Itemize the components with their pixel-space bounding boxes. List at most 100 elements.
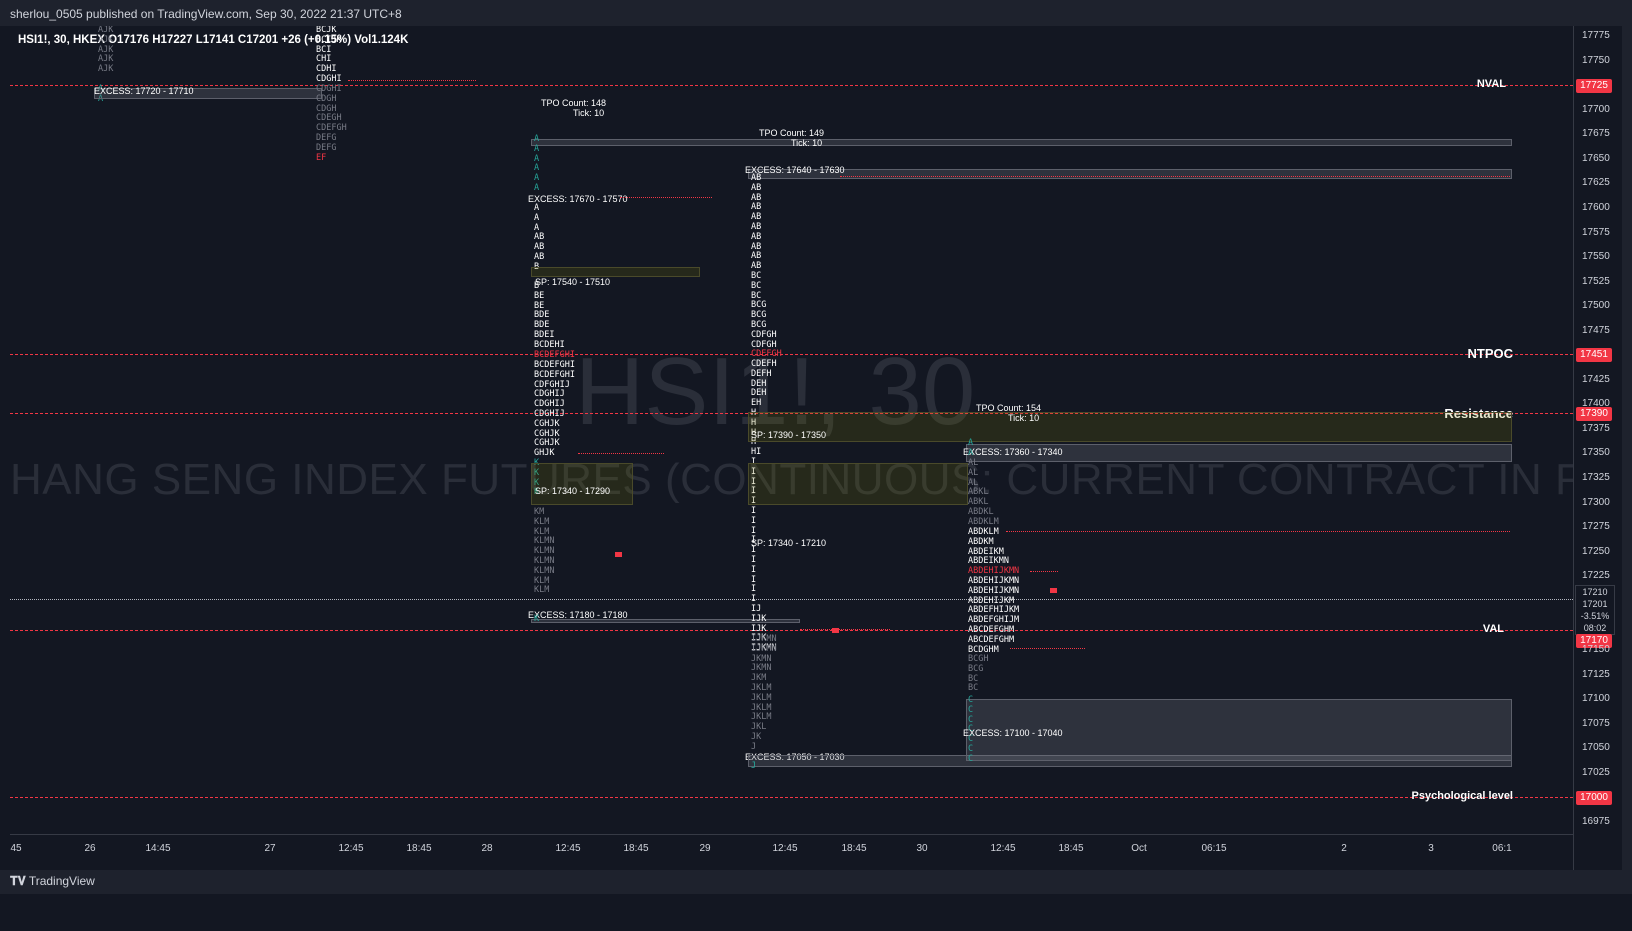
excess-zone-1-bottom [531, 619, 800, 623]
price-tick: 17575 [1582, 227, 1610, 238]
resistance-line[interactable] [10, 413, 1573, 414]
psychological-label: Psychological level [1411, 790, 1514, 802]
price-tick: 17300 [1582, 497, 1610, 508]
tpo-column-3-lower: BCGH BCG BC BC [968, 654, 989, 694]
price-tick: 17100 [1582, 693, 1610, 704]
price-tick: 17125 [1582, 669, 1610, 680]
price-tick: 17325 [1582, 472, 1610, 483]
price-tick: 17550 [1582, 251, 1610, 262]
marker-1 [615, 552, 622, 557]
single-print-zone-2b [748, 463, 968, 505]
tpo-column-1-mid: B BE BE BDE BDE BDEI BCDEHI [534, 281, 565, 350]
tv-logo-icon: 𝐓𝐕 [10, 874, 26, 888]
psychological-price-tag: 17000 [1576, 791, 1612, 805]
time-tick: 3 [1428, 843, 1434, 854]
tpo-column-3-upper: ABDKLM ABDKM ABDEIKM ABDEIKMN [968, 527, 1009, 567]
tpo-column-1-tail: KM KLM KLM KLMN KLMN KLMN KLMN KLM KLM [534, 507, 555, 596]
excess-label-2-top: EXCESS: 17640 - 17630 [745, 165, 845, 175]
resistance-price-tag: 17390 [1576, 407, 1612, 421]
time-tick: 14:45 [145, 843, 171, 854]
time-tick: 12:45 [772, 843, 798, 854]
val-line[interactable] [10, 630, 1573, 631]
time-tick: Oct [1131, 843, 1147, 854]
excess-line-2 [840, 176, 1510, 177]
tpo-column-1-lower: BCDEFGHI BCDEFGHI CDFGHIJ CDGHIJ CDGHIJ … [534, 360, 575, 459]
excess-label-prev: EXCESS: 17720 - 17710 [94, 86, 194, 96]
current-price-line [10, 599, 1573, 600]
time-tick: 18:45 [623, 843, 649, 854]
chart-area[interactable]: HSI1!, 30 HANG SENG INDEX FUTURES (CONTI… [10, 26, 1632, 870]
publish-info: sherlou_0505 published on TradingView.co… [10, 7, 402, 21]
right-edge [1622, 26, 1632, 870]
excess-zone-2-top [748, 169, 1512, 179]
price-tick: 17775 [1582, 30, 1610, 41]
time-tick: 18:45 [406, 843, 432, 854]
excess-zone-2-bottom [748, 755, 1512, 767]
price-tick: 17075 [1582, 718, 1610, 729]
val-line-3 [1010, 648, 1085, 649]
excess-zone-prev [94, 88, 322, 99]
time-tick: 30 [916, 843, 928, 854]
tpo-column-prev-2-dim: CDGHI CDGH CDGH CDEGH CDEFGH DEFG DEFG [316, 84, 347, 153]
poc-line-1 [578, 453, 664, 454]
marker-3 [1050, 588, 1057, 593]
tpo-poc-1: BCDEFGHI [534, 350, 575, 360]
tpo-count-2: TPO Count: 149 [759, 128, 825, 138]
sp-label-2a: SP: 17390 - 17350 [751, 430, 827, 440]
tradingview-logo[interactable]: 𝐓𝐕 TradingView [10, 874, 95, 889]
current-price: 17210 [1582, 587, 1608, 597]
last-price: 17201 [1582, 599, 1608, 609]
price-tick: 17625 [1582, 177, 1610, 188]
nval-line[interactable] [10, 85, 1573, 86]
tpo-column-2-tail: IJKMN IJKMN JKMN JKMN JKM JKLM JKLM JKLM… [751, 634, 777, 752]
tpo-poc-2: CDEFGH [751, 349, 782, 359]
excess-line-3 [1006, 531, 1510, 532]
tpo-open-3: A A [968, 438, 974, 458]
excess-label-3-bottom: EXCESS: 17100 - 17040 [963, 728, 1063, 738]
plot-pane[interactable]: HSI1!, 30 HANG SENG INDEX FUTURES (CONTI… [10, 26, 1573, 870]
nval-price-tag: 17725 [1576, 79, 1612, 93]
tpo-open-1: A A A A A A [534, 134, 540, 193]
poc-line-3 [1030, 571, 1058, 572]
current-price-box: 17210 17201 -3.51% 08:02 [1575, 585, 1615, 635]
tpo-count-1: TPO Count: 148 [541, 98, 607, 108]
price-tick: 17150 [1582, 644, 1610, 655]
excess-line-1 [620, 197, 712, 198]
time-tick: 12:45 [338, 843, 364, 854]
sp-label-1b: SP: 17340 - 17290 [535, 486, 611, 496]
excess-zone-1-top [531, 139, 1512, 146]
price-tick: 17700 [1582, 104, 1610, 115]
time-tick: 12:45 [555, 843, 581, 854]
price-tick: 17425 [1582, 374, 1610, 385]
single-print-zone-1a [531, 267, 700, 277]
tpo-column-1-upper: A A A AB AB AB B [534, 203, 545, 272]
ntpoc-label: NTPOC [1467, 346, 1514, 361]
tpo-count-3: TPO Count: 154 [976, 403, 1042, 413]
time-tick: 45 [10, 843, 22, 854]
price-tick: 17050 [1582, 742, 1610, 753]
tick-3: Tick: 10 [1008, 413, 1040, 423]
publish-bar: sherlou_0505 published on TradingView.co… [0, 0, 1632, 26]
tpo-column-3-mid: ABDEHIJKMN ABDEHIJKMN ABDEHIJKM ABDEFHIJ… [968, 576, 1020, 655]
ntpoc-line[interactable] [10, 354, 1573, 355]
psychological-line[interactable] [10, 797, 1573, 798]
time-tick: 2 [1341, 843, 1347, 854]
sp-label-1a: SP: 17540 - 17510 [535, 277, 611, 287]
symbol-ohlc-legend[interactable]: HSI1!, 30, HKEX O17176 H17227 L17141 C17… [18, 34, 409, 46]
tpo-column-2-upper: AB AB AB AB AB AB AB AB AB AB BC BC BC B… [751, 173, 777, 350]
tpo-close-3: C C C C C C C [968, 695, 974, 764]
naked-poc-prev [348, 80, 476, 81]
tpo-column-prev-2-tail: EF [316, 153, 327, 163]
price-tick: 17650 [1582, 153, 1610, 164]
watermark-name: HANG SENG INDEX FUTURES (CONTINUOUS: CUR… [10, 455, 1573, 504]
price-tick: 17600 [1582, 202, 1610, 213]
tpo-close-2: J [751, 761, 757, 771]
time-tick: 27 [264, 843, 276, 854]
time-tick: 18:45 [1058, 843, 1084, 854]
time-axis[interactable]: 45 26 14:45 27 12:45 18:45 28 12:45 18:4… [10, 834, 1573, 871]
price-tick: 17225 [1582, 570, 1610, 581]
price-tick: 16975 [1582, 816, 1610, 827]
single-print-zone-1b [531, 463, 633, 505]
price-tick: 17750 [1582, 55, 1610, 66]
single-print-zone-2a [748, 412, 1512, 442]
